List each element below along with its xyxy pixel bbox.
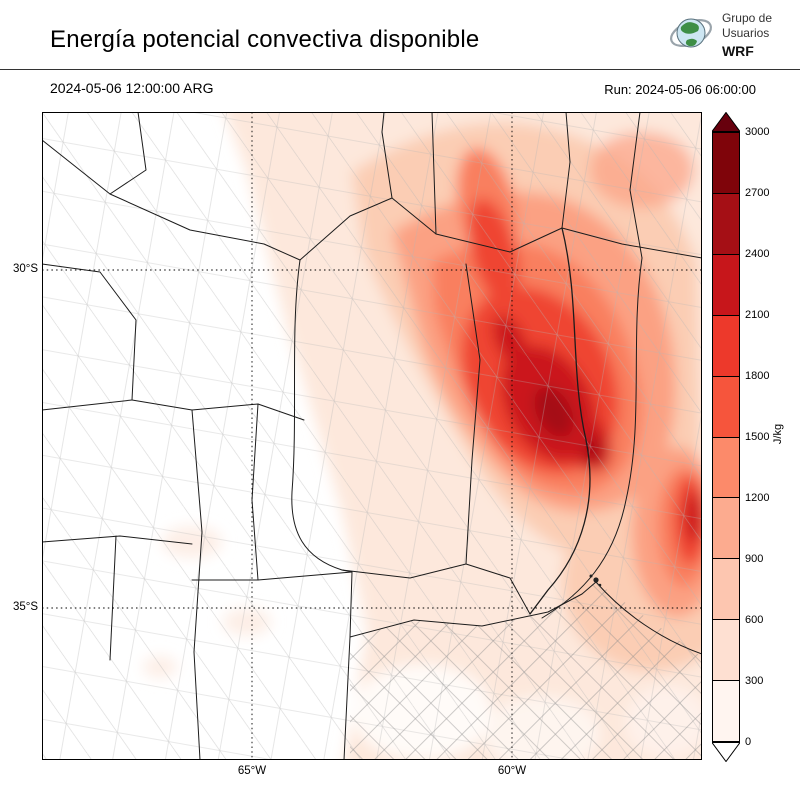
colorbar-segment xyxy=(713,314,739,376)
x-axis-label-60w: 60°W xyxy=(497,765,527,777)
colorbar-tick-3000: 3000 xyxy=(745,126,770,138)
department-mesh xyxy=(42,112,702,760)
logo-text: Grupo de Usuarios WRF xyxy=(722,11,772,61)
colorbar-segment xyxy=(713,558,739,620)
colorbar-segment xyxy=(713,619,739,681)
map-frame xyxy=(42,112,702,760)
colorbar-tick-1200: 1200 xyxy=(745,492,770,504)
globe-icon xyxy=(668,10,714,61)
colorbar-tick-300: 300 xyxy=(745,675,764,687)
colorbar-segment xyxy=(713,133,739,193)
colorbar-tick-900: 900 xyxy=(745,553,764,565)
logo-line-3: WRF xyxy=(721,42,754,59)
x-axis-label-65w: 65°W xyxy=(237,765,267,777)
colorbar-under-arrow xyxy=(712,742,740,762)
colorbar-segment xyxy=(713,680,739,742)
y-axis-label-30s: 30°S xyxy=(12,263,38,275)
map-panel xyxy=(42,112,702,760)
colorbar-segment xyxy=(713,436,739,498)
colorbar-tick-2700: 2700 xyxy=(745,187,770,199)
colorbar-segment xyxy=(713,253,739,315)
colorbar-tick-2400: 2400 xyxy=(745,248,770,260)
y-axis-label-35s: 35°S xyxy=(12,601,38,613)
wrf-logo: Grupo de Usuarios WRF xyxy=(668,10,772,61)
province-borders xyxy=(42,112,702,760)
graticule-gridlines xyxy=(42,112,702,760)
colorbar-tick-600: 600 xyxy=(745,614,764,626)
header-divider xyxy=(0,69,800,70)
colorbar-segment xyxy=(713,192,739,254)
cape-map xyxy=(42,112,702,760)
colorbar xyxy=(712,112,740,762)
colorbar-scale xyxy=(712,132,740,742)
colorbar-segment xyxy=(713,497,739,559)
logo-line-1: Grupo de xyxy=(721,10,772,25)
run-datetime: Run: 2024-05-06 06:00:00 xyxy=(604,82,756,97)
colorbar-tick-2100: 2100 xyxy=(745,309,770,321)
colorbar-unit-label: J/kg xyxy=(772,423,784,445)
page-title: Energía potencial convectiva disponible xyxy=(50,26,480,53)
colorbar-tick-0: 0 xyxy=(745,736,752,748)
city-marker xyxy=(589,574,602,587)
colorbar-segment xyxy=(713,375,739,437)
colorbar-tick-1800: 1800 xyxy=(745,370,770,382)
valid-datetime: 2024-05-06 12:00:00 ARG xyxy=(50,80,214,96)
logo-line-2: Usuarios xyxy=(721,26,770,41)
colorbar-tick-1500: 1500 xyxy=(745,431,770,443)
colorbar-over-arrow xyxy=(712,112,740,132)
